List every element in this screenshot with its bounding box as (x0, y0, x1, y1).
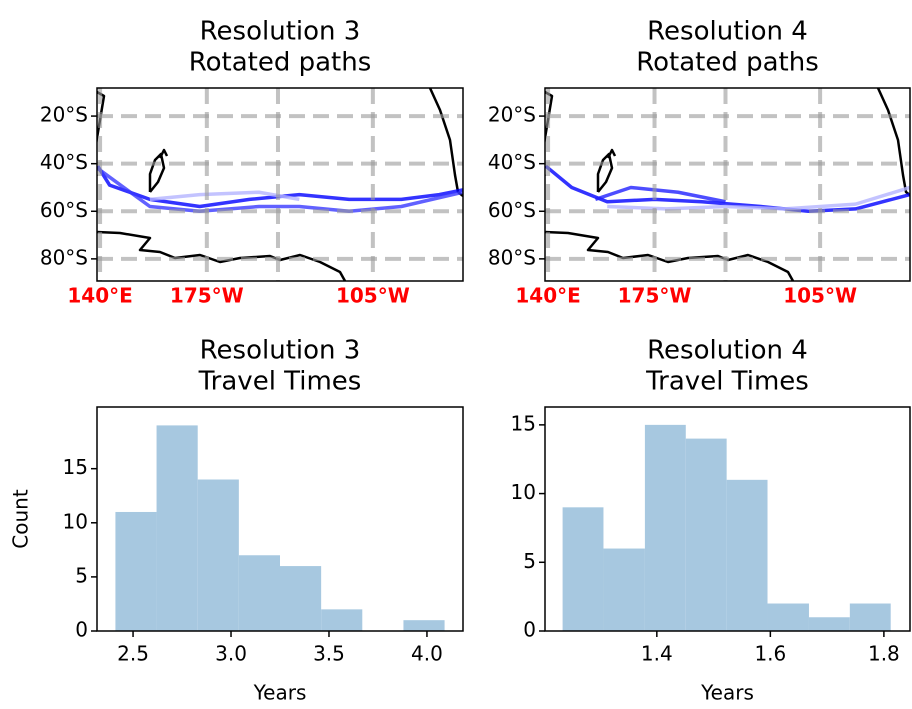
x-tick-label: 105°W (336, 284, 410, 308)
y-tick-label: 0 (75, 618, 88, 642)
y-tick-label: 60°S (40, 198, 88, 222)
hist-bar (238, 555, 280, 631)
x-tick-label: 1.4 (641, 642, 673, 666)
hist-bar (849, 603, 891, 631)
axes-frame (544, 87, 911, 282)
hist-bar (767, 603, 809, 631)
y-tick-label: 5 (75, 563, 88, 587)
x-tick-label: 1.8 (868, 642, 900, 666)
axes-frame (96, 406, 464, 632)
y-tick-label: 5 (523, 549, 536, 573)
x-tick-label: 2.5 (117, 642, 149, 666)
hist-bar (156, 425, 198, 631)
y-tick-label: 15 (63, 455, 88, 479)
x-tick-label: 3.0 (215, 642, 247, 666)
panel-title: Rotated paths (189, 48, 372, 78)
hist-bar (726, 479, 768, 631)
axes-frame (544, 406, 911, 632)
hist-bar (280, 566, 322, 631)
y-tick-label: 60°S (488, 198, 536, 222)
hist-bar (321, 609, 363, 631)
hist-bar (562, 507, 604, 631)
hist-bar (403, 620, 445, 631)
x-axis-label: Years (700, 681, 754, 705)
panel-title: Travel Times (645, 367, 809, 397)
y-tick-label: 40°S (488, 150, 536, 174)
y-tick-label: 40°S (40, 150, 88, 174)
panel-title: Resolution 3 (200, 17, 361, 47)
hist-bar (685, 438, 727, 631)
y-tick-label: 20°S (40, 103, 88, 127)
x-tick-label: 140°E (67, 284, 132, 308)
x-axis-label: Years (253, 681, 307, 705)
axes-frame (96, 87, 464, 282)
x-tick-label: 175°W (170, 284, 244, 308)
y-axis-label: Count (9, 489, 33, 549)
y-tick-label: 15 (511, 411, 536, 435)
x-tick-label: 175°W (618, 284, 692, 308)
y-tick-label: 0 (523, 618, 536, 642)
x-tick-label: 1.6 (754, 642, 786, 666)
panel-title: Rotated paths (636, 48, 819, 78)
hist-bar (808, 617, 850, 631)
hist-bar (197, 479, 239, 631)
panel-title: Resolution 3 (200, 336, 361, 366)
x-tick-label: 105°W (783, 284, 857, 308)
panel-title: Resolution 4 (647, 17, 808, 47)
x-tick-label: 4.0 (411, 642, 443, 666)
x-tick-label: 3.5 (313, 642, 345, 666)
y-tick-label: 10 (511, 480, 536, 504)
hist-bar (644, 424, 686, 631)
y-tick-label: 10 (63, 509, 88, 533)
y-tick-label: 20°S (488, 103, 536, 127)
hist-bar (603, 548, 645, 631)
x-tick-label: 140°E (515, 284, 580, 308)
hist-bar (115, 511, 157, 631)
y-tick-label: 80°S (40, 245, 88, 269)
panel-title: Resolution 4 (647, 336, 808, 366)
panel-title: Travel Times (198, 367, 362, 397)
y-tick-label: 80°S (488, 245, 536, 269)
path-line (97, 167, 463, 214)
